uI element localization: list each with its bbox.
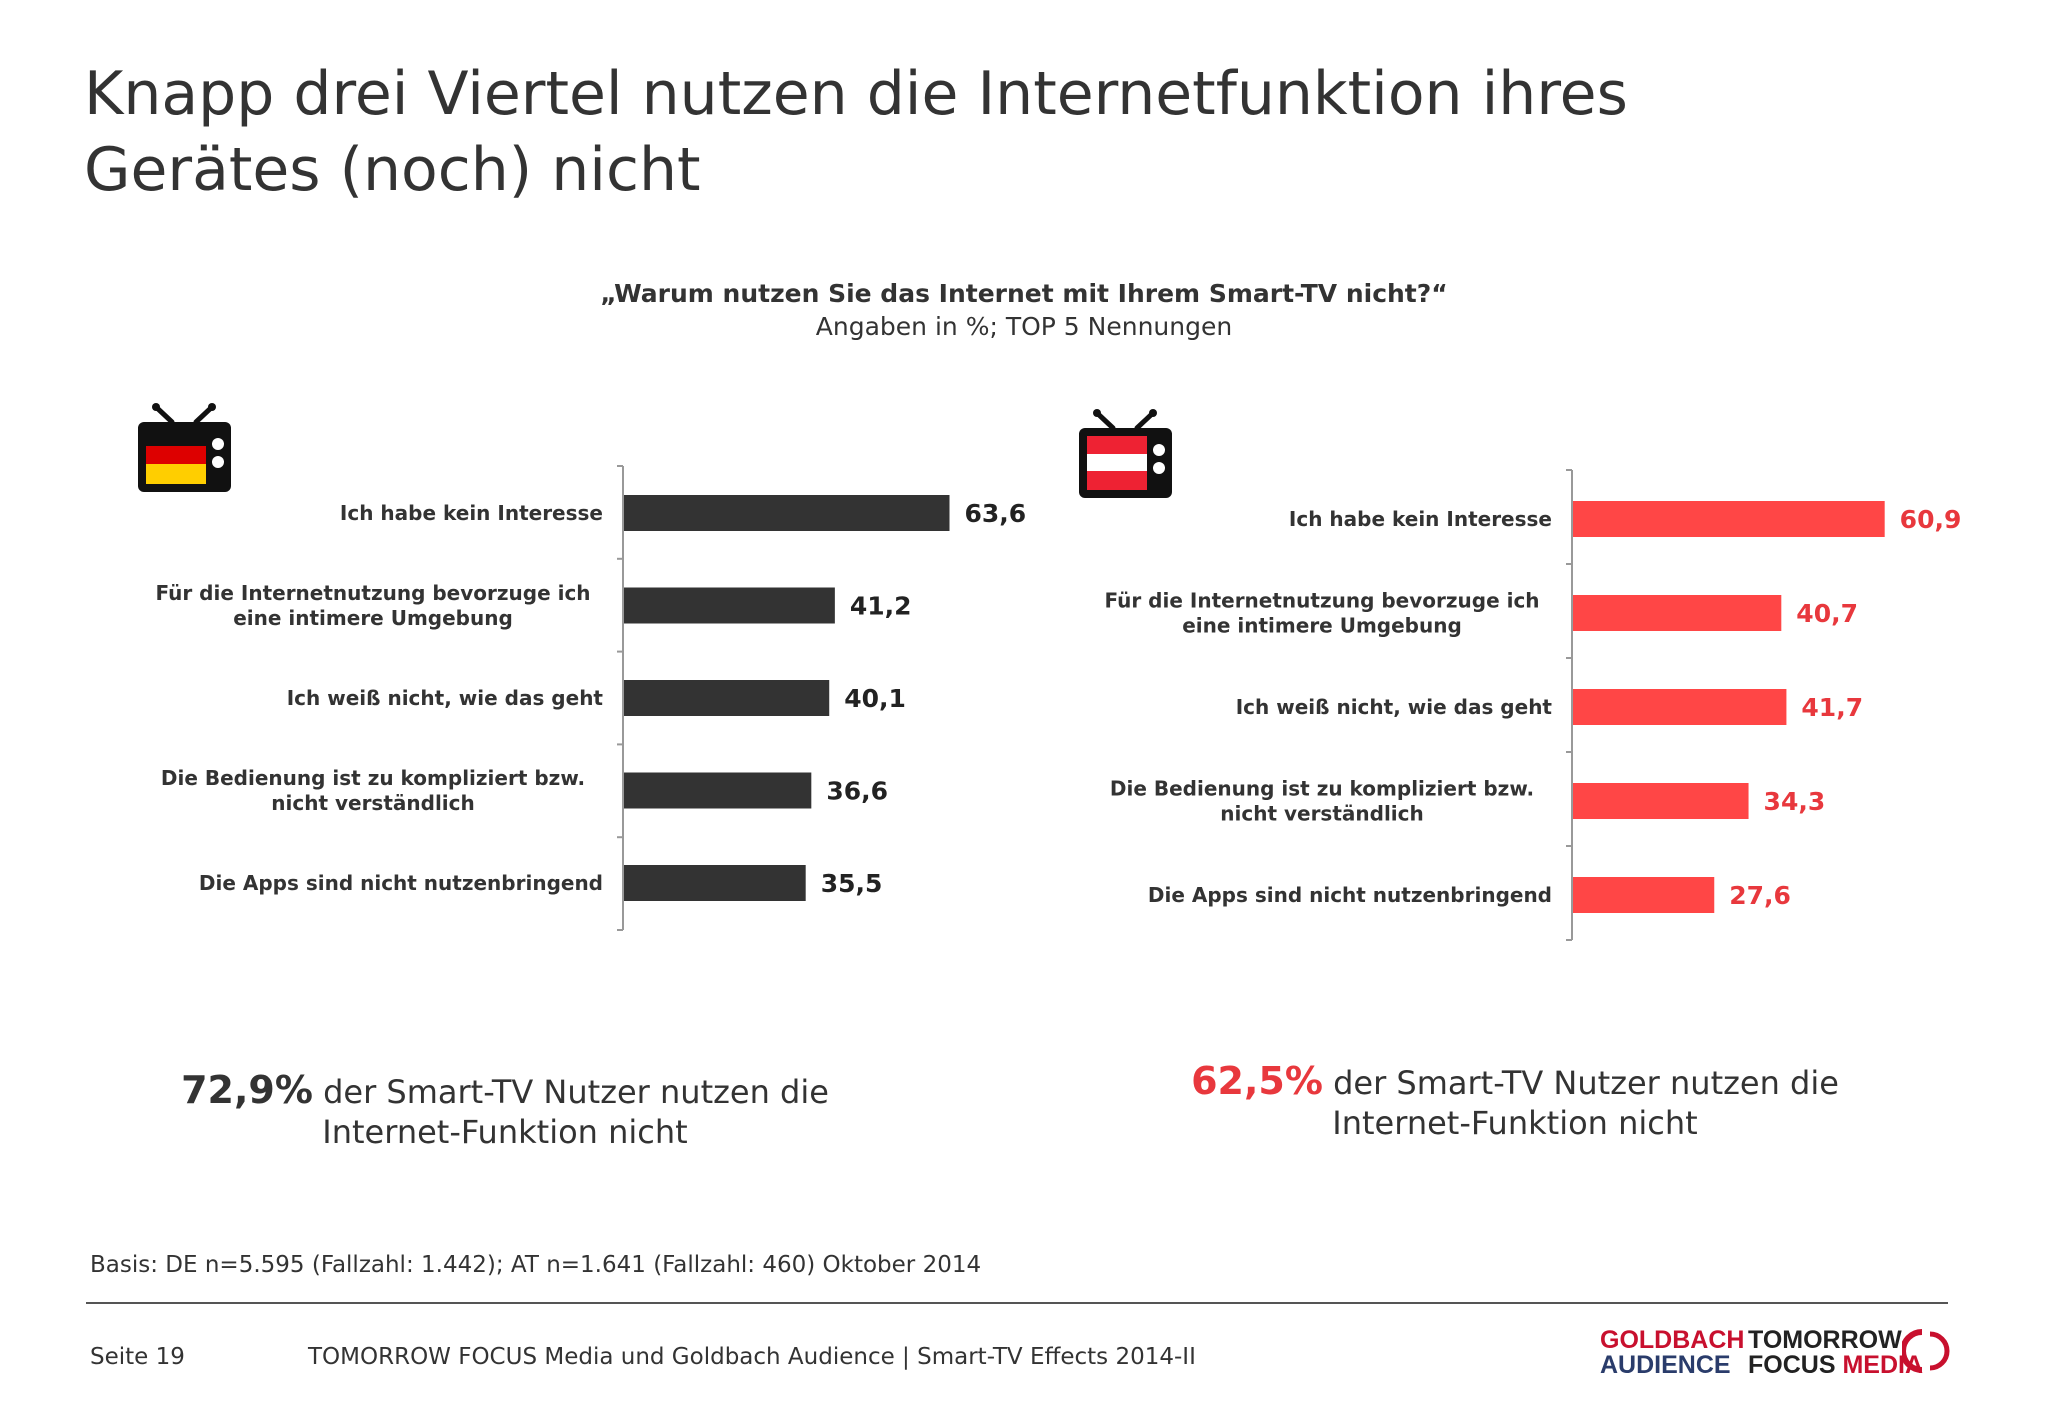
stat-germany: 72,9% der Smart-TV Nutzer nutzen die Int… — [110, 1070, 900, 1152]
at-bar-3 — [1573, 689, 1787, 725]
de-category-label-2-line-2: eine intimere Umgebung — [233, 606, 513, 630]
de-category-label-2-line-1: Für die Internetnutzung bevorzuge ich — [155, 581, 590, 605]
de-value-label-2: 41,2 — [850, 592, 912, 621]
footer-divider — [86, 1302, 1948, 1304]
de-bar-2 — [624, 587, 835, 624]
de-value-label-3: 40,1 — [844, 684, 906, 713]
stat-germany-line2: Internet-Funktion nicht — [322, 1113, 688, 1151]
title-line-2: Gerätes (noch) nicht — [84, 135, 701, 205]
de-bar-chart: 63,6 Ich habe kein Interesse 41,2 Für die I… — [155, 465, 1027, 931]
de-value-label-1: 63,6 — [965, 499, 1027, 528]
at-category-label-2-line-2: eine intimere Umgebung — [1182, 614, 1462, 638]
de-category-label-5-line-1: Die Apps sind nicht nutzenbringend — [199, 871, 603, 895]
goldbach-logo-line2: AUDIENCE — [1600, 1351, 1731, 1379]
at-category-label-4-line-2: nicht verständlich — [1220, 802, 1424, 826]
tomorrow-focus-media-logo: TOMORROW FOCUS MEDIA — [1748, 1328, 1923, 1378]
de-value-label-4: 36,6 — [826, 777, 888, 806]
de-bar-5 — [624, 865, 806, 901]
charts-canvas: 63,6 Ich habe kein Interesse 41,2 Für die I… — [138, 403, 1962, 941]
stat-austria: 62,5% der Smart-TV Nutzer nutzen die Int… — [1120, 1061, 1910, 1143]
at-category-label-2-line-1: Für die Internetnutzung bevorzuge ich — [1104, 589, 1539, 613]
de-bar-3 — [624, 680, 830, 716]
at-value-label-4: 34,3 — [1764, 787, 1826, 816]
basis-note: Basis: DE n=5.595 (Fallzahl: 1.442); AT … — [90, 1252, 982, 1278]
stat-germany-line1: der Smart-TV Nutzer nutzen die — [312, 1073, 829, 1111]
at-category-label-1-line-1: Ich habe kein Interesse — [1289, 507, 1552, 531]
tf-logo-line1: TOMORROW — [1748, 1326, 1902, 1354]
at-value-label-3: 41,7 — [1801, 693, 1863, 722]
stat-germany-value: 72,9% — [181, 1068, 313, 1112]
at-bar-2 — [1573, 595, 1782, 631]
at-category-label-4-line-1: Die Bedienung ist zu kompliziert bzw. — [1110, 777, 1534, 801]
page-number: Seite 19 — [90, 1344, 185, 1370]
germany-flag-tv-icon — [138, 403, 231, 492]
austria-flag-tv-icon — [1079, 409, 1172, 498]
at-bar-chart: 60,9 Ich habe kein Interesse 40,7 Für die I… — [1104, 469, 1962, 941]
at-value-label-2: 40,7 — [1796, 599, 1858, 628]
stat-austria-line1: der Smart-TV Nutzer nutzen die — [1322, 1064, 1839, 1102]
stat-austria-value: 62,5% — [1191, 1059, 1323, 1103]
goldbach-logo-line1: GOLDBACH — [1600, 1326, 1745, 1354]
chart-question: „Warum nutzen Sie das Internet mit Ihrem… — [600, 279, 1448, 308]
stat-austria-line2: Internet-Funktion nicht — [1332, 1104, 1698, 1142]
de-category-label-4-line-1: Die Bedienung ist zu kompliziert bzw. — [161, 766, 585, 790]
de-bar-4 — [624, 772, 812, 809]
at-bar-1 — [1573, 501, 1885, 537]
title-line-1: Knapp drei Viertel nutzen die Internetfu… — [84, 59, 1628, 129]
at-bar-5 — [1573, 877, 1715, 913]
de-bar-1 — [624, 495, 950, 531]
tf-logo-focus: FOCUS — [1748, 1351, 1843, 1379]
de-category-label-4-line-2: nicht verständlich — [271, 791, 475, 815]
chart-subtitle: Angaben in %; TOP 5 Nennungen — [815, 312, 1233, 341]
tf-logo-ring-icon — [1902, 1329, 1950, 1373]
at-value-label-5: 27,6 — [1729, 881, 1791, 910]
at-bar-4 — [1573, 783, 1749, 819]
de-category-label-1-line-1: Ich habe kein Interesse — [340, 501, 603, 525]
goldbach-audience-logo: GOLDBACH AUDIENCE — [1600, 1328, 1744, 1378]
footer-text: TOMORROW FOCUS Media und Goldbach Audien… — [308, 1344, 1196, 1370]
at-category-label-5-line-1: Die Apps sind nicht nutzenbringend — [1148, 883, 1552, 907]
at-category-label-3-line-1: Ich weiß nicht, wie das geht — [1236, 695, 1553, 719]
de-value-label-5: 35,5 — [821, 869, 883, 898]
de-category-label-3-line-1: Ich weiß nicht, wie das geht — [287, 686, 604, 710]
at-value-label-1: 60,9 — [1900, 505, 1962, 534]
page-title: Knapp drei Viertel nutzen die Internetfu… — [84, 56, 1884, 208]
